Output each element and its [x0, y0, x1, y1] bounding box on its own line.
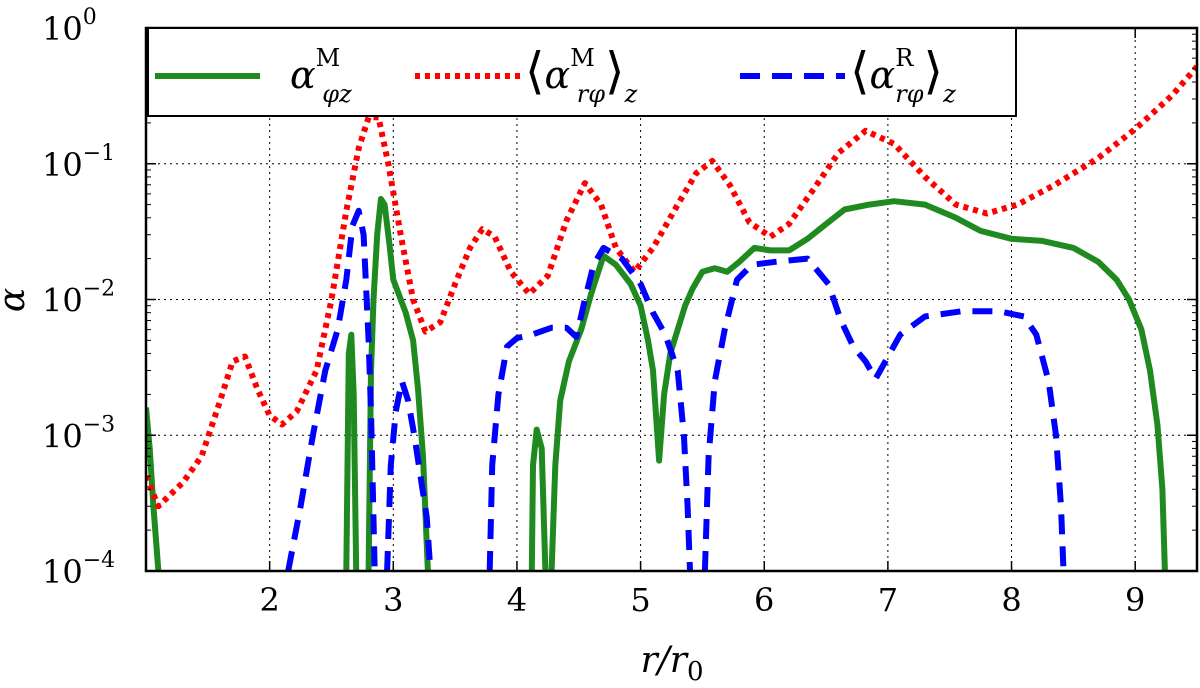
series-layer — [146, 64, 1197, 571]
series-alpha_phi_z_M-segment-0 — [146, 407, 162, 571]
legend-box — [147, 27, 1017, 117]
series-avg_alpha_r_phi_R-segment-1 — [384, 378, 434, 571]
series-alpha_phi_z_M-segment-2 — [365, 196, 431, 571]
legend-label-avg_alpha_r_phi_M: ⟨αM rφ⟩z — [525, 42, 638, 108]
x-tick-label: 5 — [630, 581, 650, 619]
series-avg_alpha_r_phi_R-segment-0 — [285, 207, 378, 571]
x-tick-label: 8 — [1001, 581, 1021, 619]
legend: αM φz ⟨αM rφ⟩z ⟨αR rφ⟩z — [147, 27, 1017, 117]
series-alpha_phi_z_M-segment-4 — [548, 198, 1168, 571]
series-alpha_phi_z_M-segment-3 — [528, 426, 549, 571]
series-avg_alpha_r_phi_R-segment-3 — [701, 255, 1067, 571]
legend-label-alpha_phi_z_M: αM φz — [290, 44, 352, 108]
y-tick-label: 100 — [42, 5, 97, 48]
y-tick-label: 10−1 — [42, 141, 115, 184]
x-tick-label: 4 — [507, 581, 527, 619]
y-tick-label: 10−3 — [42, 412, 115, 455]
x-tick-label: 7 — [878, 581, 898, 619]
x-tick-label: 9 — [1125, 581, 1145, 619]
legend-label-avg_alpha_r_phi_R: ⟨αR rφ⟩z — [850, 42, 956, 108]
x-tick-label: 3 — [383, 581, 403, 619]
y-tick-label: 10−2 — [42, 277, 115, 320]
x-tick-label: 2 — [259, 581, 279, 619]
series-avg_alpha_r_phi_R-segment-2 — [486, 244, 693, 571]
series-avg_alpha_r_phi_M-segment-0 — [146, 64, 1197, 510]
x-axis-label: r/r0 — [640, 640, 703, 687]
y-tick-label: 10−4 — [42, 548, 115, 591]
series-alpha_phi_z_M-segment-1 — [343, 331, 360, 571]
y-axis-label: α — [0, 288, 33, 312]
x-tick-label: 6 — [754, 581, 774, 619]
